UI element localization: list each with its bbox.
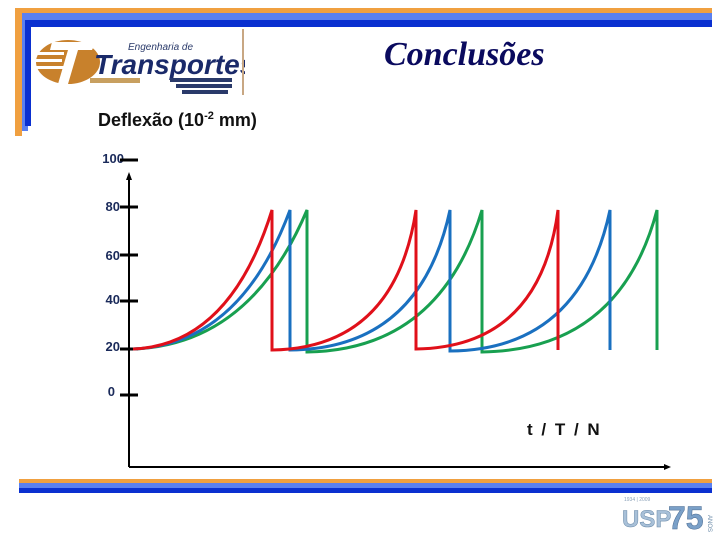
svg-text:USP: USP — [622, 506, 671, 533]
svg-text:Transportes: Transportes — [94, 49, 245, 80]
svg-text:Engenharia de: Engenharia de — [128, 42, 193, 53]
top-stripe-dark-blue — [22, 20, 712, 27]
series-green — [132, 209, 659, 354]
x-axis-title: t / T / N — [527, 420, 602, 439]
y-tick-80: 80 — [105, 199, 120, 214]
usp-75-logo: 1934 | 2009 USP 75 ANOS — [622, 493, 714, 536]
left-stripe-dark-blue — [25, 20, 31, 126]
svg-text:1934 | 2009: 1934 | 2009 — [624, 497, 651, 503]
slide-title: Conclusões — [384, 36, 545, 73]
y-tick-40: 40 — [105, 292, 120, 307]
y-tick-60: 60 — [105, 248, 120, 263]
y-tick-100: 100 — [102, 151, 124, 166]
bottom-stripe-dark-blue — [19, 488, 712, 493]
y-tick-0: 0 — [107, 384, 115, 399]
top-stripe-light-blue — [22, 13, 712, 20]
svg-text:75: 75 — [668, 500, 704, 533]
top-stripe-orange — [15, 8, 712, 13]
series-blue — [132, 209, 612, 353]
bottom-stripe-orange — [19, 479, 712, 483]
bottom-stripe-light-blue — [19, 483, 712, 488]
logo-divider — [242, 29, 244, 95]
svg-text:ANOS: ANOS — [706, 515, 712, 532]
transportes-logo: Engenharia de Transportes — [30, 28, 255, 96]
left-stripe-orange — [15, 8, 22, 136]
y-tick-20: 20 — [105, 339, 120, 354]
series-red — [132, 209, 560, 352]
y-axis-title: Deflexão (10-2 mm) — [98, 110, 257, 130]
